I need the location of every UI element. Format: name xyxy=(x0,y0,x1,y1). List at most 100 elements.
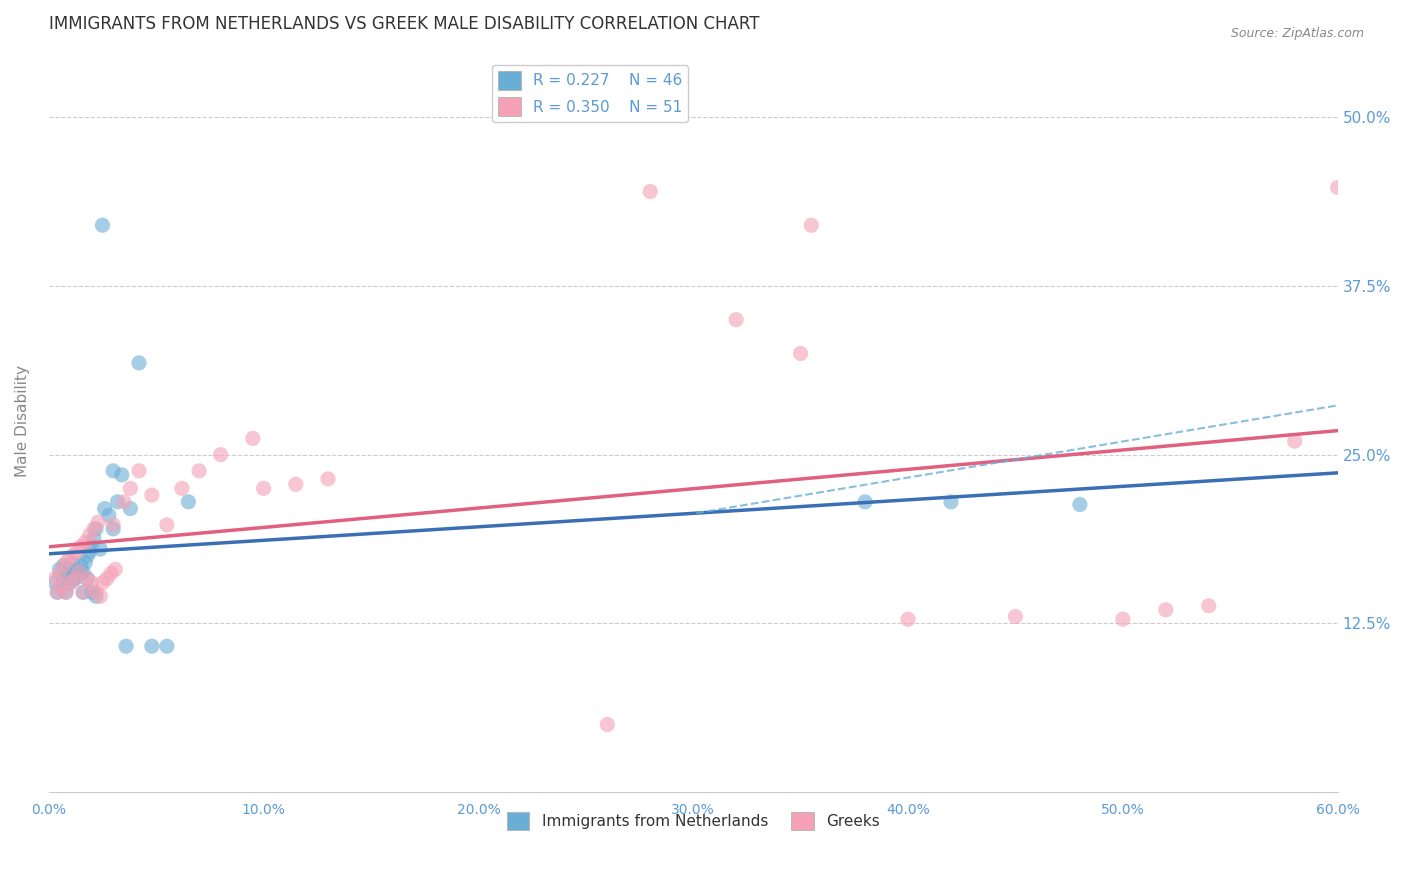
Point xyxy=(72,585,94,599)
Point xyxy=(80,540,103,554)
Point xyxy=(44,575,66,590)
Point xyxy=(120,481,142,495)
Text: IMMIGRANTS FROM NETHERLANDS VS GREEK MALE DISABILITY CORRELATION CHART: IMMIGRANTS FROM NETHERLANDS VS GREEK MAL… xyxy=(49,15,759,33)
Point xyxy=(72,565,94,579)
Point xyxy=(1284,434,1306,449)
Point xyxy=(56,566,79,581)
Point xyxy=(252,481,274,495)
Point xyxy=(1069,498,1091,512)
Point xyxy=(316,472,339,486)
Y-axis label: Male Disability: Male Disability xyxy=(15,365,30,477)
Point xyxy=(51,580,73,594)
Point xyxy=(52,558,75,573)
Point xyxy=(51,580,73,594)
Point xyxy=(104,562,127,576)
Point xyxy=(72,585,94,599)
Point xyxy=(46,585,69,599)
Point xyxy=(55,585,77,599)
Point xyxy=(79,528,101,542)
Point xyxy=(93,501,115,516)
Point xyxy=(83,522,105,536)
Point xyxy=(84,522,107,536)
Point xyxy=(897,612,920,626)
Point xyxy=(188,464,211,478)
Point xyxy=(80,575,103,590)
Point xyxy=(853,495,876,509)
Point xyxy=(48,566,70,581)
Point xyxy=(177,495,200,509)
Point xyxy=(79,545,101,559)
Point xyxy=(111,467,134,482)
Point xyxy=(209,448,232,462)
Point xyxy=(141,488,163,502)
Point xyxy=(59,575,82,590)
Point xyxy=(67,565,90,579)
Point xyxy=(97,508,120,523)
Point xyxy=(44,572,66,586)
Point xyxy=(67,566,90,581)
Point xyxy=(156,517,179,532)
Point xyxy=(91,575,114,590)
Point xyxy=(115,639,138,653)
Point xyxy=(83,531,105,545)
Point xyxy=(1326,180,1348,194)
Point xyxy=(51,569,73,583)
Point xyxy=(55,585,77,599)
Point xyxy=(939,495,962,509)
Point xyxy=(48,562,70,576)
Point xyxy=(91,219,114,233)
Point xyxy=(76,549,98,563)
Point xyxy=(242,432,264,446)
Point xyxy=(89,590,111,604)
Point xyxy=(89,542,111,557)
Point xyxy=(52,558,75,573)
Point xyxy=(56,553,79,567)
Point xyxy=(800,219,823,233)
Point xyxy=(100,566,122,581)
Point xyxy=(75,535,97,549)
Point xyxy=(80,585,103,599)
Point xyxy=(103,522,125,536)
Point xyxy=(1154,603,1177,617)
Point xyxy=(725,312,748,326)
Point xyxy=(70,558,93,573)
Point xyxy=(59,562,82,576)
Point xyxy=(103,517,125,532)
Legend: Immigrants from Netherlands, Greeks: Immigrants from Netherlands, Greeks xyxy=(501,805,886,837)
Point xyxy=(596,717,619,731)
Point xyxy=(156,639,179,653)
Point xyxy=(67,565,90,579)
Point xyxy=(84,585,107,599)
Point xyxy=(1004,609,1026,624)
Point xyxy=(55,572,77,586)
Point xyxy=(107,495,129,509)
Point xyxy=(120,501,142,516)
Point xyxy=(60,556,83,570)
Point xyxy=(63,572,86,586)
Point xyxy=(84,590,107,604)
Point xyxy=(46,585,69,599)
Point xyxy=(128,356,150,370)
Point xyxy=(96,572,118,586)
Point xyxy=(63,572,86,586)
Point xyxy=(60,549,83,563)
Point xyxy=(66,545,89,559)
Point xyxy=(59,575,82,590)
Point xyxy=(170,481,193,495)
Point xyxy=(70,540,93,554)
Point xyxy=(75,556,97,570)
Point xyxy=(76,572,98,586)
Point xyxy=(103,464,125,478)
Point xyxy=(63,572,86,586)
Point xyxy=(128,464,150,478)
Point xyxy=(87,515,110,529)
Point xyxy=(112,495,135,509)
Text: Source: ZipAtlas.com: Source: ZipAtlas.com xyxy=(1230,27,1364,40)
Point xyxy=(789,346,811,360)
Point xyxy=(66,565,89,579)
Point xyxy=(638,185,661,199)
Point xyxy=(1198,599,1220,613)
Point xyxy=(1112,612,1135,626)
Point xyxy=(141,639,163,653)
Point xyxy=(76,572,98,586)
